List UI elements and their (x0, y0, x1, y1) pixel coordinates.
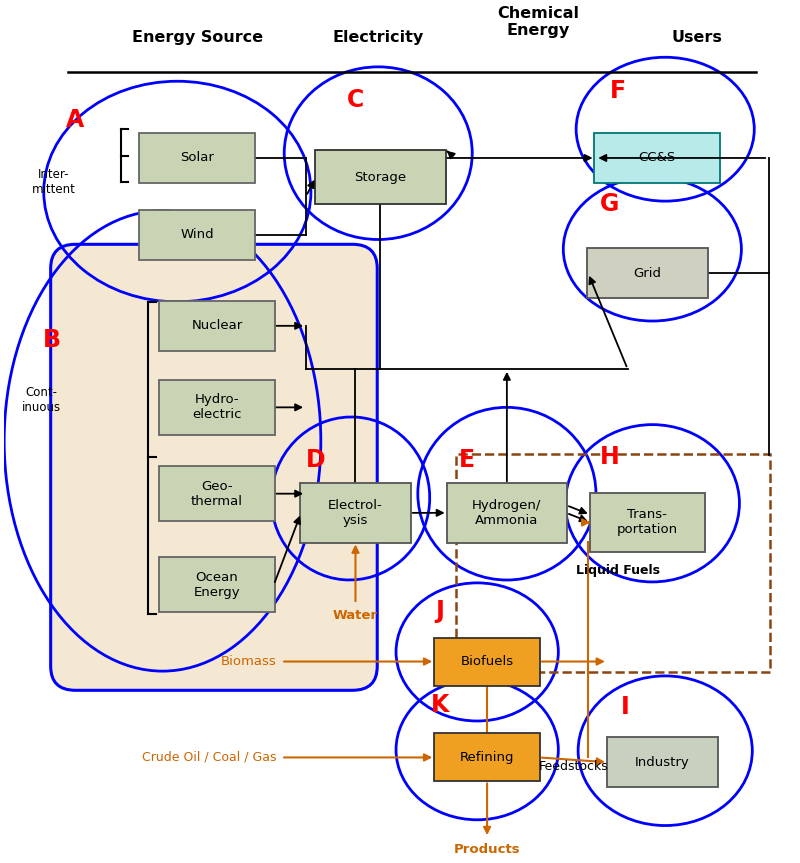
Text: Crude Oil / Coal / Gas: Crude Oil / Coal / Gas (142, 751, 276, 764)
FancyBboxPatch shape (139, 210, 255, 260)
FancyBboxPatch shape (159, 466, 275, 521)
Text: Energy Source: Energy Source (131, 30, 262, 45)
Text: E: E (459, 448, 475, 472)
Text: G: G (600, 192, 619, 216)
Text: Refining: Refining (460, 751, 514, 764)
FancyBboxPatch shape (159, 301, 275, 350)
FancyBboxPatch shape (590, 493, 706, 552)
Text: C: C (347, 88, 364, 112)
Text: Wind: Wind (180, 228, 214, 241)
Text: Biomass: Biomass (221, 655, 276, 668)
Text: Inter-
mittent: Inter- mittent (32, 168, 75, 196)
Text: B: B (42, 328, 61, 352)
Text: Grid: Grid (634, 267, 662, 280)
Text: Water: Water (333, 608, 378, 621)
FancyBboxPatch shape (587, 249, 708, 298)
Text: H: H (600, 445, 620, 469)
FancyBboxPatch shape (594, 133, 720, 183)
Text: Geo-
thermal: Geo- thermal (191, 480, 243, 507)
Text: Cont-
inuous: Cont- inuous (22, 386, 62, 413)
FancyBboxPatch shape (434, 638, 540, 685)
FancyBboxPatch shape (139, 133, 255, 183)
Text: Chemical
Energy: Chemical Energy (498, 6, 579, 38)
FancyBboxPatch shape (300, 483, 411, 543)
Text: Electrol-
ysis: Electrol- ysis (328, 499, 383, 526)
Text: F: F (610, 79, 626, 103)
Text: A: A (66, 108, 85, 132)
Text: Users: Users (671, 30, 722, 45)
Text: Liquid Fuels: Liquid Fuels (576, 564, 660, 576)
Text: Electricity: Electricity (333, 30, 424, 45)
FancyBboxPatch shape (50, 244, 378, 690)
Text: K: K (430, 693, 449, 716)
FancyBboxPatch shape (159, 380, 275, 435)
Text: Solar: Solar (180, 152, 214, 165)
Text: Ocean
Energy: Ocean Energy (194, 570, 240, 599)
Text: D: D (306, 448, 326, 472)
FancyBboxPatch shape (159, 557, 275, 612)
FancyBboxPatch shape (607, 737, 718, 787)
Text: Hydrogen/
Ammonia: Hydrogen/ Ammonia (472, 499, 542, 526)
Text: Products: Products (454, 843, 520, 856)
Text: J: J (435, 599, 444, 623)
Text: CC&S: CC&S (638, 152, 676, 165)
Text: Industry: Industry (635, 756, 690, 769)
Text: Trans-
portation: Trans- portation (617, 508, 678, 537)
Text: Feedstocks: Feedstocks (538, 760, 608, 773)
Text: Storage: Storage (354, 171, 406, 184)
Text: I: I (622, 695, 630, 719)
Text: Nuclear: Nuclear (191, 319, 242, 332)
Text: Biofuels: Biofuels (461, 655, 514, 668)
FancyBboxPatch shape (315, 150, 446, 205)
FancyBboxPatch shape (446, 483, 567, 543)
Text: Hydro-
electric: Hydro- electric (192, 394, 242, 421)
FancyBboxPatch shape (434, 734, 540, 781)
